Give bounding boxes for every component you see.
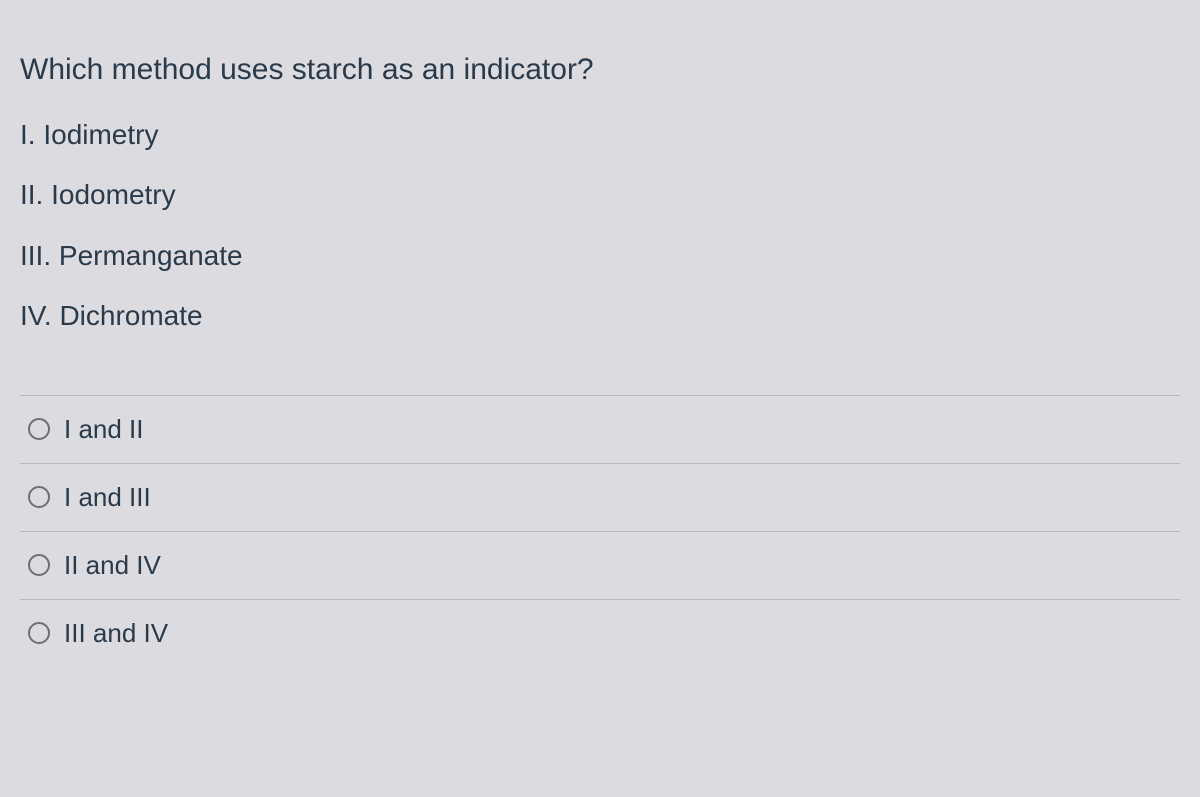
radio-icon xyxy=(28,486,50,508)
answer-option-1[interactable]: I and II xyxy=(20,395,1180,463)
answer-label-3: II and IV xyxy=(64,550,161,581)
answer-label-2: I and III xyxy=(64,482,151,513)
answer-option-4[interactable]: III and IV xyxy=(20,599,1180,667)
quiz-container: Which method uses starch as an indicator… xyxy=(20,50,1180,667)
answer-label-4: III and IV xyxy=(64,618,168,649)
question-prompt: Which method uses starch as an indicator… xyxy=(20,50,1180,89)
answer-options: I and II I and III II and IV III and IV xyxy=(20,395,1180,667)
radio-icon xyxy=(28,554,50,576)
question-item-4: IV. Dichromate xyxy=(20,298,1180,334)
question-item-1: I. Iodimetry xyxy=(20,117,1180,153)
answer-label-1: I and II xyxy=(64,414,144,445)
answer-option-3[interactable]: II and IV xyxy=(20,531,1180,599)
question-item-3: III. Permanganate xyxy=(20,238,1180,274)
question-item-2: II. Iodometry xyxy=(20,177,1180,213)
answer-option-2[interactable]: I and III xyxy=(20,463,1180,531)
radio-icon xyxy=(28,418,50,440)
radio-icon xyxy=(28,622,50,644)
